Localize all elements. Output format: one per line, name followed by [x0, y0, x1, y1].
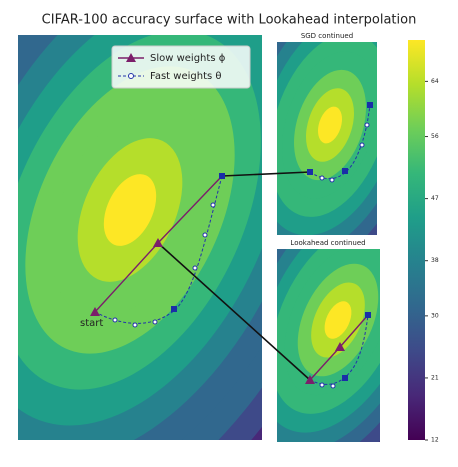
fast-ends: [171, 102, 373, 381]
panel-title: SGD continued: [301, 32, 353, 40]
legend-box: [111, 45, 251, 89]
legend-label: Slow weights ϕ: [150, 53, 226, 64]
contour-level: [324, 301, 352, 339]
colorbar-label: 56: [431, 133, 439, 140]
annotation: start: [80, 318, 103, 329]
legend-swatch: [128, 73, 134, 79]
colorbar-label: 21: [431, 374, 439, 381]
link: [157, 242, 311, 381]
legend-label: Fast weights θ: [150, 71, 222, 82]
colorbar-label: 38: [431, 257, 439, 264]
panel-title: Lookahead continued: [290, 239, 365, 247]
fast-points: [112, 122, 370, 389]
colorbar-label: 30: [431, 312, 439, 319]
contour-level: [103, 174, 157, 246]
colorbar-label: 47: [431, 195, 439, 202]
trajectories: [90, 102, 373, 389]
contour-level: [318, 106, 342, 144]
colorbar: [408, 40, 425, 440]
sgd-surface: [277, 42, 377, 235]
slow-points: [90, 238, 345, 384]
lookahead-surface: [277, 249, 380, 442]
legend-swatch: [126, 53, 136, 62]
colorbar-label: 12: [431, 437, 439, 444]
colorbar-label: 64: [431, 78, 439, 85]
link: [221, 171, 311, 177]
fast-path: [309, 314, 369, 385]
fast-path: [309, 104, 371, 180]
title: CIFAR-100 accuracy surface with Lookahea…: [42, 13, 417, 28]
legend: Slow weights ϕ Fast weights θ: [111, 45, 251, 89]
